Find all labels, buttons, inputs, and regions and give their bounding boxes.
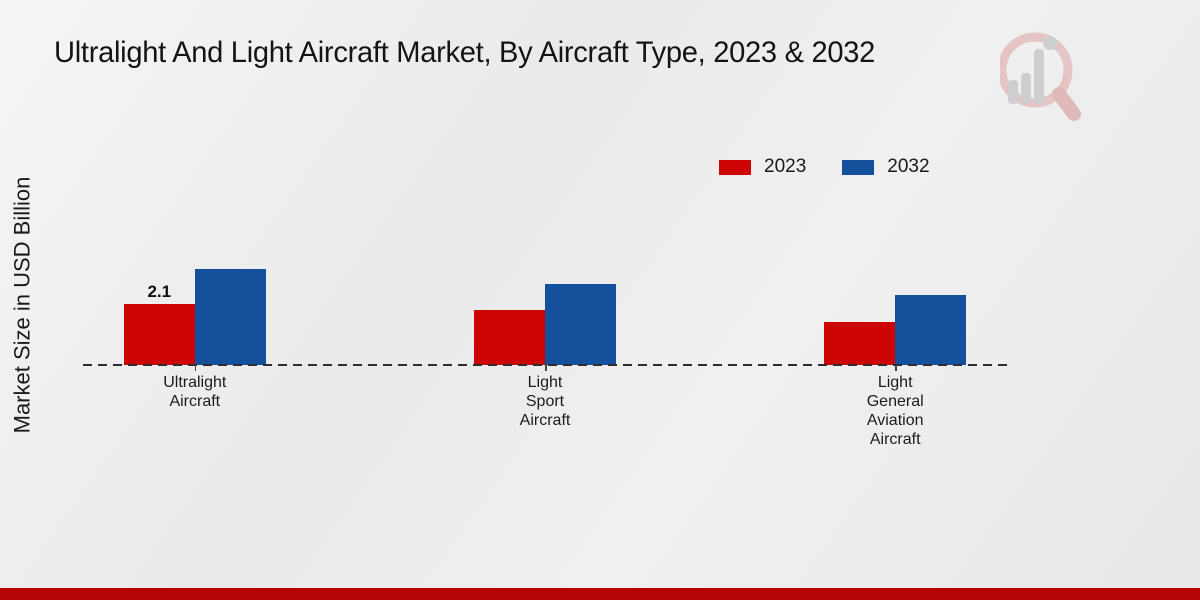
bar-2023-group2	[474, 309, 545, 365]
bar-2032-group1	[194, 269, 266, 365]
legend: 2023 2032	[719, 156, 930, 178]
category-label: Light General Aviation Aircraft	[866, 374, 924, 448]
x-axis-tick	[194, 365, 197, 371]
x-axis-tick	[545, 365, 547, 371]
chart-title: Ultralight And Light Aircraft Market, By…	[54, 36, 876, 69]
legend-label-2032: 2032	[887, 156, 930, 177]
legend-swatch-2023	[719, 159, 751, 175]
bar-value-label: 2.1	[147, 282, 172, 302]
legend-label-2023: 2023	[764, 156, 807, 177]
bar-2032-group3	[895, 295, 967, 365]
category-label: Ultralight Aircraft	[163, 374, 227, 410]
magnifier-barchart-logo-icon	[1000, 32, 1081, 121]
bar-2023-group1	[123, 304, 195, 365]
y-axis-label-wrap: Market Size in USD Billion	[0, 140, 44, 470]
bar-2032-group2	[545, 283, 616, 365]
legend-item-2032: 2032	[842, 156, 930, 178]
legend-item-2023: 2023	[719, 156, 806, 178]
plot-area: Ultralight Aircraft Light Sport Aircraft L…	[83, 190, 1007, 448]
legend-swatch-2032	[842, 159, 875, 175]
footer-accent-band	[0, 588, 1200, 600]
bar-2023-group3	[824, 321, 896, 365]
y-axis-label: Market Size in USD Billion	[9, 176, 34, 434]
category-label: Light Sport Aircraft	[519, 374, 571, 429]
x-axis-tick	[895, 365, 897, 371]
